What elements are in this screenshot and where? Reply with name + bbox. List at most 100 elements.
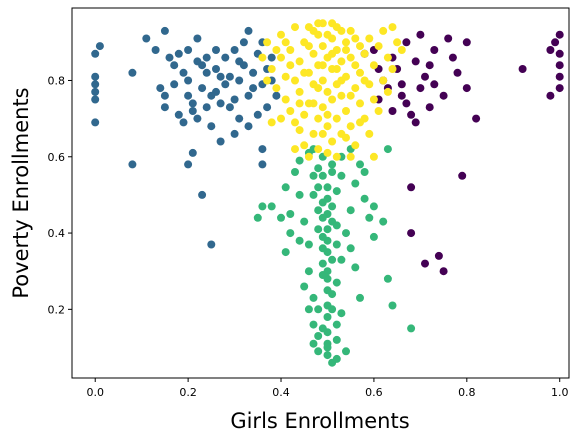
scatter-point	[286, 107, 295, 115]
scatter-point	[323, 122, 332, 131]
scatter-point	[314, 305, 323, 314]
scatter-point	[314, 332, 323, 340]
scatter-point	[342, 133, 350, 142]
scatter-point	[407, 229, 416, 238]
scatter-point	[225, 72, 234, 81]
scatter-point	[314, 19, 323, 28]
scatter-point	[244, 122, 253, 131]
scatter-point	[304, 152, 313, 161]
scatter-point	[430, 46, 439, 54]
scatter-point	[332, 187, 341, 196]
scatter-point	[328, 19, 337, 28]
scatter-point	[277, 213, 285, 222]
scatter-point	[258, 160, 267, 169]
scatter-point	[295, 87, 304, 96]
scatter-point	[230, 46, 239, 54]
scatter-point	[407, 324, 416, 333]
scatter-point	[193, 34, 202, 43]
cluster-series-3	[258, 19, 406, 161]
scatter-point	[309, 339, 318, 348]
scatter-point	[277, 114, 285, 123]
scatter-point	[188, 99, 197, 108]
scatter-point	[202, 103, 211, 112]
scatter-point	[221, 53, 230, 62]
scatter-point	[184, 160, 193, 169]
scatter-point	[425, 61, 434, 70]
scatter-point	[314, 347, 323, 356]
scatter-point	[235, 76, 244, 85]
scatter-point	[337, 57, 346, 66]
scatter-point	[323, 148, 332, 157]
scatter-point	[323, 183, 332, 192]
scatter-point	[379, 76, 388, 85]
scatter-point	[318, 213, 327, 222]
scatter-point	[318, 244, 327, 253]
scatter-point	[309, 320, 318, 329]
x-tick-label: 0.2	[179, 386, 197, 399]
scatter-point	[369, 202, 378, 211]
scatter-point	[332, 114, 341, 123]
scatter-point	[332, 152, 341, 161]
scatter-point	[365, 129, 374, 138]
scatter-point	[291, 168, 299, 176]
scatter-point	[337, 76, 346, 85]
scatter-point	[91, 87, 100, 96]
scatter-point	[351, 34, 360, 43]
scatter-point	[383, 145, 392, 154]
scatter-point	[328, 305, 337, 314]
x-tick-label: 0.8	[458, 386, 476, 399]
scatter-point	[318, 259, 327, 268]
scatter-point	[314, 183, 323, 192]
scatter-point	[356, 293, 364, 302]
scatter-point	[328, 137, 337, 146]
scatter-point	[295, 236, 304, 245]
scatter-point	[546, 46, 555, 54]
scatter-point	[318, 76, 327, 85]
scatter-point	[555, 30, 564, 39]
cluster-series-2	[253, 145, 416, 367]
scatter-point	[263, 38, 272, 47]
scatter-point	[472, 114, 481, 123]
scatter-point	[407, 110, 416, 119]
scatter-point	[207, 240, 216, 249]
scatter-point	[207, 122, 216, 131]
scatter-point	[309, 129, 318, 138]
scatter-point	[300, 217, 309, 226]
scatter-point	[416, 30, 425, 39]
scatter-point	[402, 38, 411, 47]
scatter-point	[318, 232, 327, 241]
scatter-point	[258, 202, 267, 211]
scatter-point	[212, 65, 220, 73]
scatter-point	[351, 263, 360, 272]
scatter-point	[249, 84, 258, 93]
scatter-point	[323, 343, 332, 352]
x-tick-label: 0.4	[272, 386, 290, 399]
scatter-point	[337, 171, 346, 180]
scatter-point	[281, 183, 290, 192]
scatter-point	[267, 118, 276, 127]
scatter-point	[555, 84, 564, 93]
cluster-series-0	[91, 26, 281, 249]
scatter-point	[128, 68, 137, 77]
scatter-point	[328, 255, 337, 264]
scatter-point	[91, 95, 100, 104]
scatter-point	[314, 145, 323, 154]
scatter-point	[356, 160, 364, 169]
scatter-point	[351, 141, 360, 150]
scatter-point	[300, 141, 309, 150]
scatter-point	[332, 278, 341, 287]
scatter-point	[198, 61, 207, 70]
scatter-point	[356, 42, 364, 51]
x-tick-label: 1.0	[551, 386, 569, 399]
y-tick-label: 0.2	[48, 303, 66, 316]
scatter-point	[323, 313, 332, 321]
scatter-point	[160, 103, 169, 112]
scatter-point	[546, 91, 555, 100]
scatter-point	[253, 213, 262, 222]
scatter-point	[142, 34, 151, 43]
scatter-point	[388, 301, 397, 310]
scatter-point	[295, 57, 304, 66]
scatter-point	[555, 72, 564, 81]
scatter-point	[421, 72, 429, 81]
scatter-point	[304, 267, 313, 276]
